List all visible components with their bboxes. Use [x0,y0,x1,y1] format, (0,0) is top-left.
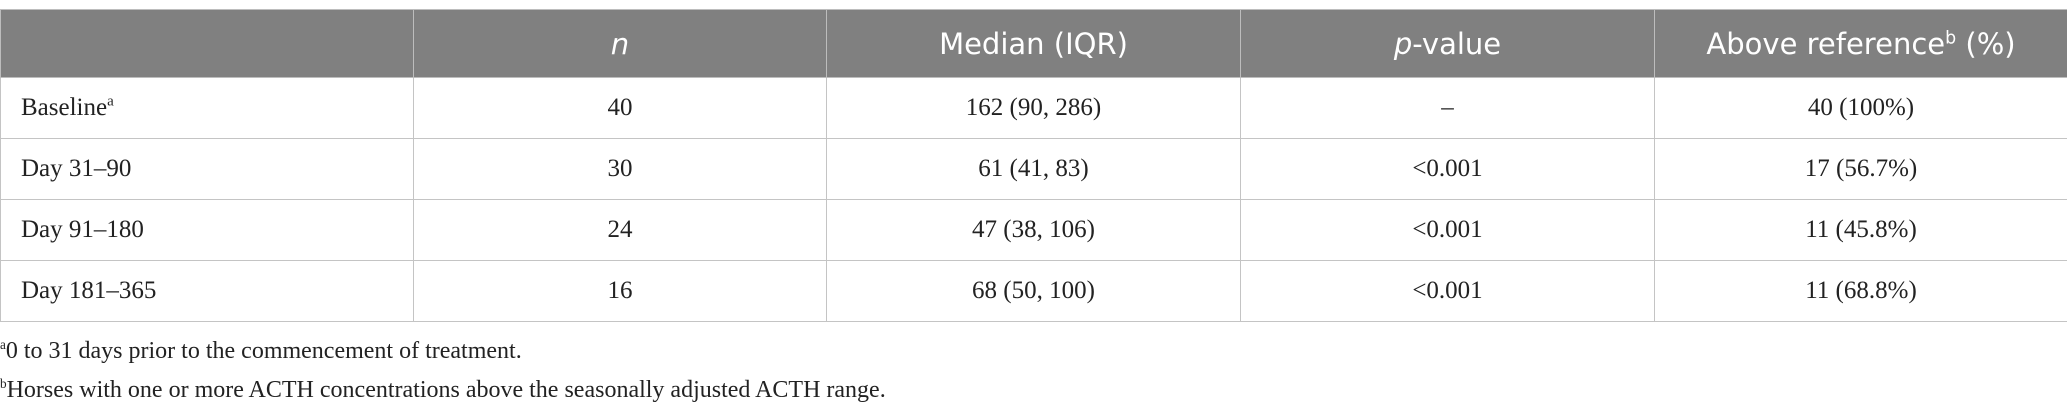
header-italic: p [1393,26,1413,61]
footnote-text: 0 to 31 days prior to the commencement o… [5,338,522,364]
cell-text: 40 [607,94,633,121]
cell-text: 17 (56.7%) [1804,155,1918,182]
table-row: Day 91–180 24 47 (38, 106) <0.001 11 (45.8%) [0,199,2067,261]
cell-text: – [1441,94,1454,121]
header-sup: b [1945,27,1957,48]
cell-text: 24 [607,216,633,243]
footnote: bHorses with one or more ACTH concentrat… [0,377,886,404]
table-cell: 40 (100%) [1654,77,2067,139]
data-table: n Median (IQR) p-value Above referenceb (%)… [0,9,2067,322]
header-text: (%) [1956,26,2016,61]
row-label: Baseline [21,94,108,121]
footnote: a0 to 31 days prior to the commencement … [0,338,522,365]
table-cell: 17 (56.7%) [1654,138,2067,200]
header-cell [0,9,414,78]
table-row: Day 31–90 30 61 (41, 83) <0.001 17 (56.7%) [0,138,2067,200]
row-label-sup: a [107,93,114,110]
table-cell: 47 (38, 106) [826,199,1241,261]
table-cell: <0.001 [1240,260,1655,322]
row-label-cell: Day 91–180 [0,199,414,261]
cell-text: 11 (45.8%) [1805,216,1917,243]
header-cell: p-value [1240,9,1655,78]
table-cell: 11 (68.8%) [1654,260,2067,322]
cell-text: 16 [607,277,633,304]
table-cell: 68 (50, 100) [826,260,1241,322]
table-row: Baselinea 40 162 (90, 286) – 40 (100%) [0,77,2067,139]
header-text: Above reference [1706,26,1946,61]
row-label: Day 181–365 [21,277,157,304]
table-cell: 162 (90, 286) [826,77,1241,139]
table-row: Day 181–365 16 68 (50, 100) <0.001 11 (68.8%… [0,260,2067,322]
cell-text: <0.001 [1412,155,1483,182]
cell-text: 47 (38, 106) [972,216,1095,243]
header-cell: n [413,9,827,78]
header-italic: n [610,26,630,61]
cell-text: <0.001 [1412,216,1483,243]
cell-text: 11 (68.8%) [1805,277,1917,304]
row-label-cell: Day 181–365 [0,260,414,322]
table-cell: <0.001 [1240,138,1655,200]
footnote-text: Horses with one or more ACTH concentrati… [6,377,886,403]
footnote-sup: b [0,376,7,391]
footnote-sup: a [0,337,6,352]
row-label: Day 91–180 [21,216,144,243]
table-cell: 11 (45.8%) [1654,199,2067,261]
table-cell: 61 (41, 83) [826,138,1241,200]
table-cell: 16 [413,260,827,322]
cell-text: 61 (41, 83) [978,155,1089,182]
header-text: Median (IQR) [939,26,1128,61]
table-cell: – [1240,77,1655,139]
table-cell: 40 [413,77,827,139]
row-label-cell: Baselinea [0,77,414,139]
header-cell: Median (IQR) [826,9,1241,78]
table-cell: <0.001 [1240,199,1655,261]
cell-text: 40 (100%) [1807,94,1915,121]
header-row: n Median (IQR) p-value Above referenceb (%) [0,9,2067,78]
cell-text: 162 (90, 286) [965,94,1102,121]
row-label-cell: Day 31–90 [0,138,414,200]
header-cell: Above referenceb (%) [1654,9,2067,78]
cell-text: 68 (50, 100) [972,277,1095,304]
table-cell: 24 [413,199,827,261]
table-cell: 30 [413,138,827,200]
cell-text: 30 [607,155,633,182]
cell-text: <0.001 [1412,277,1483,304]
header-text: -value [1412,26,1502,61]
row-label: Day 31–90 [21,155,132,182]
